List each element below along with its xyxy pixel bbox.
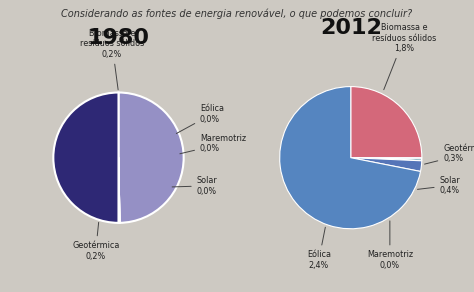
- Text: Considerando as fontes de energia renovável, o que podemos concluir?: Considerando as fontes de energia renová…: [62, 9, 412, 19]
- Title: 2012: 2012: [320, 18, 382, 38]
- Wedge shape: [351, 87, 422, 158]
- Wedge shape: [118, 158, 119, 223]
- Wedge shape: [118, 158, 119, 223]
- Wedge shape: [280, 87, 420, 229]
- Text: Maremotriz
0,0%: Maremotriz 0,0%: [180, 134, 246, 154]
- Wedge shape: [351, 158, 422, 161]
- Wedge shape: [351, 158, 422, 171]
- Text: Eólica
0,0%: Eólica 0,0%: [176, 105, 224, 133]
- Text: Geotérmica
0,3%: Geotérmica 0,3%: [425, 144, 474, 164]
- Text: Biomassa e
resíduos sólidos
0,2%: Biomassa e resíduos sólidos 0,2%: [80, 29, 144, 90]
- Text: Solar
0,4%: Solar 0,4%: [418, 176, 460, 195]
- Text: Solar
0,0%: Solar 0,0%: [172, 176, 218, 196]
- Wedge shape: [351, 158, 422, 161]
- Title: 1980: 1980: [88, 28, 149, 48]
- Text: Biomassa e
resíduos sólidos
1,8%: Biomassa e resíduos sólidos 1,8%: [372, 23, 436, 90]
- Wedge shape: [53, 93, 118, 223]
- Wedge shape: [118, 158, 119, 223]
- Wedge shape: [118, 158, 119, 223]
- Text: Maremotriz
0,0%: Maremotriz 0,0%: [367, 221, 413, 270]
- Text: Eólica
2,4%: Eólica 2,4%: [307, 227, 331, 270]
- Wedge shape: [118, 93, 184, 223]
- Text: Geotérmica
0,2%: Geotérmica 0,2%: [72, 222, 119, 261]
- Wedge shape: [351, 158, 422, 159]
